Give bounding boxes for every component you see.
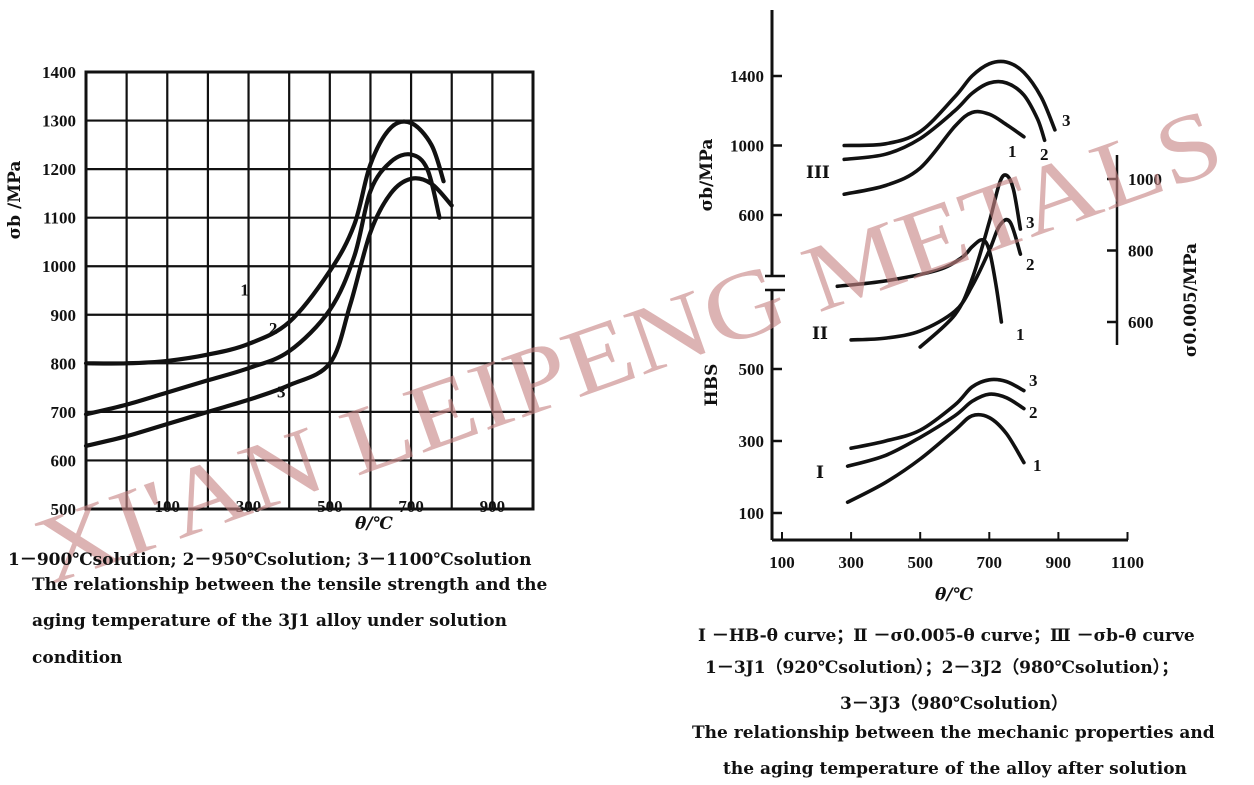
right-series-line-III-3 <box>842 59 1057 148</box>
right-series-label: 3 <box>1029 371 1038 390</box>
right-series-line-III-1 <box>842 109 1026 196</box>
left-plot-frame <box>84 70 535 511</box>
right-x-tick-label: 900 <box>1046 553 1072 572</box>
right-series-line-III-2 <box>842 79 1047 162</box>
right-series-line-I-3 <box>849 377 1026 450</box>
right-chart: 100 300 500 600 1000 1400 600 800 1000 100 300 50… <box>697 10 1201 605</box>
left-series-label: 2 <box>269 319 278 338</box>
right-left-tick-label: 300 <box>739 432 765 451</box>
right-x-tick-label: 100 <box>769 553 795 572</box>
right-series-group <box>835 59 1057 504</box>
left-caption-line-3: condition <box>32 648 123 668</box>
left-y-tick-label: 1000 <box>42 257 76 276</box>
right-series-label: 2 <box>1026 255 1035 274</box>
right-caption-line-2: the aging temperature of the alloy after… <box>723 759 1187 779</box>
right-x-tick-label: 500 <box>907 553 933 572</box>
left-series-line-2 <box>83 152 442 417</box>
right-secondary-axis-label: σ0.005/MPa <box>1181 243 1201 357</box>
right-series-label: 1 <box>1008 142 1017 161</box>
right-caption-line-1: The relationship between the mechanic pr… <box>692 723 1215 743</box>
left-y-tick-label: 600 <box>51 451 77 470</box>
right-caption-legend-1: Ⅰ －HB-θ curve；Ⅱ －σ0.005-θ curve；Ⅲ －σb-θ … <box>698 626 1195 646</box>
group-label-I: I <box>816 463 824 483</box>
left-x-tick-label: 900 <box>480 497 506 516</box>
right-left-tick-label: 1000 <box>730 137 764 156</box>
right-x-tick-label: 1100 <box>1111 553 1144 572</box>
left-caption-legend: 1－900℃solution; 2－950℃solution; 3－1100℃s… <box>8 550 532 570</box>
left-y-tick-label: 1400 <box>42 63 76 82</box>
left-y-axis-label: σb /MPa <box>5 161 25 240</box>
right-caption-legend-3: 3－3J3（980℃solution） <box>840 694 1069 714</box>
left-y-tick-label: 900 <box>51 306 77 325</box>
left-series-line-3 <box>83 176 454 448</box>
right-caption-legend-2: 1－3J1（920℃solution）；2－3J2（980℃solution）； <box>705 658 1179 678</box>
right-x-tick-labels: 100 300 500 700 900 1100 <box>769 532 1144 572</box>
right-x-tick-label: 700 <box>977 553 1003 572</box>
right-series-line-II-1 <box>835 237 1004 324</box>
right-series-line-II-3 <box>918 173 1023 349</box>
right-series-label: 2 <box>1029 403 1038 422</box>
right-y-axis-label-top: σb/MPa <box>697 139 717 212</box>
right-series-line-II-2 <box>849 217 1023 342</box>
left-series-label: 3 <box>277 382 286 401</box>
left-y-tick-labels: 500 600 700 800 900 1000 1100 1200 1300 1400 <box>42 63 76 519</box>
right-secondary-tick-labels: 600 800 1000 <box>1107 170 1162 332</box>
left-series-labels: 1 2 3 <box>240 280 285 401</box>
left-x-tick-label: 500 <box>317 497 343 516</box>
left-x-tick-label: 700 <box>398 497 424 516</box>
left-x-tick-label: 300 <box>236 497 262 516</box>
left-series-line-1 <box>83 119 446 366</box>
right-series-label: 1 <box>1016 325 1025 344</box>
left-x-tick-labels: 100 300 500 700 900 <box>155 497 506 516</box>
right-left-tick-label: 600 <box>739 206 765 225</box>
right-secondary-tick-label: 600 <box>1128 313 1154 332</box>
left-x-axis-label: θ/℃ <box>355 514 394 534</box>
right-series-label: 3 <box>1062 111 1071 130</box>
right-left-tick-label: 100 <box>739 504 765 523</box>
left-x-tick-label: 100 <box>155 497 181 516</box>
group-label-II: II <box>812 324 828 344</box>
right-x-tick-label: 300 <box>838 553 864 572</box>
left-caption-line-2: aging temperature of the 3J1 alloy under… <box>32 611 507 631</box>
left-y-tick-label: 1100 <box>43 209 76 228</box>
watermark-text: XI'AN LEIPENG METALS <box>21 87 1235 605</box>
right-series-label: 2 <box>1040 145 1049 164</box>
right-series-label: 1 <box>1033 456 1042 475</box>
left-y-tick-label: 700 <box>51 403 77 422</box>
right-series-line-I-1 <box>845 412 1026 504</box>
right-x-axis-label: θ/℃ <box>935 585 974 605</box>
right-series-line-I-2 <box>845 392 1026 468</box>
left-y-tick-label: 1200 <box>42 160 76 179</box>
right-secondary-tick-label: 1000 <box>1128 170 1162 189</box>
left-y-tick-label: 800 <box>51 354 77 373</box>
left-series-group <box>83 119 454 448</box>
left-caption-line-1: The relationship between the tensile str… <box>32 575 548 595</box>
right-series-label: 3 <box>1026 213 1035 232</box>
left-series-label: 1 <box>240 280 249 299</box>
right-left-tick-label: 500 <box>739 360 765 379</box>
right-y-axis-label-bottom: HBS <box>702 364 722 407</box>
right-left-tick-label: 1400 <box>730 67 764 86</box>
right-left-tick-labels: 100 300 500 600 1000 1400 <box>730 67 782 523</box>
left-y-tick-label: 1300 <box>42 112 76 131</box>
right-secondary-tick-label: 800 <box>1128 242 1154 261</box>
group-label-III: III <box>806 163 830 183</box>
left-y-tick-label: 500 <box>51 500 77 519</box>
